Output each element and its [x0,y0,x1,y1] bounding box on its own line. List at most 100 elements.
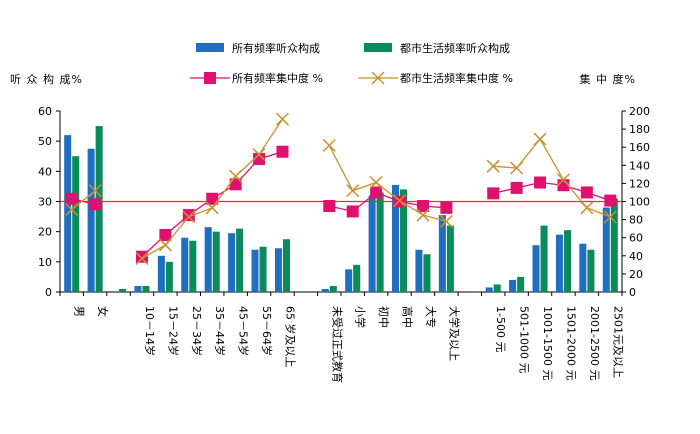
x-tick-label: 初中 [377,306,391,328]
marker-all-stations-concentration [159,228,172,241]
bar-all-stations [392,184,400,292]
bar-urban-life [446,225,454,292]
bar-urban-life [493,284,501,292]
legend-all-stations-swatch [196,43,224,52]
marker-urban-life-concentration [158,238,172,252]
left-tick-label: 60 [38,105,52,118]
bar-urban-life [142,285,150,292]
marker-urban-life-concentration [229,169,243,183]
bar-urban-life [517,276,525,292]
legend-urban-life-concentration-label: 都市生活频率集中度 % [400,71,513,85]
marker-urban-life-concentration [393,194,407,208]
legend-urban-life-label: 都市生活频率听众构成 [400,41,510,55]
bar-all-stations [157,255,165,292]
bar-urban-life [236,228,244,292]
marker-urban-life-concentration [533,132,547,146]
marker-urban-life-concentration [416,208,430,222]
marker-urban-life-concentration [603,210,617,224]
bar-all-stations [181,237,189,292]
bar-urban-life [540,225,548,292]
x-tick-label: 2501元及以上 [611,306,624,378]
marker-all-stations-concentration [323,200,336,213]
marker-all-stations-concentration [440,201,453,214]
left-tick-label: 10 [38,256,52,269]
marker-all-stations-concentration [206,192,219,205]
right-tick-label: 180 [629,123,650,136]
marker-all-stations-concentration [65,192,78,205]
x-tick-label: 1001-1500 元 [541,306,554,380]
bar-all-stations [321,288,329,292]
bar-all-stations [345,269,353,292]
line-urban-life-concentration [493,137,611,218]
right-tick-label: 40 [629,250,643,263]
marker-urban-life-concentration [135,251,149,266]
legend-all-stations-concentration-marker [204,72,216,84]
bar-all-stations [251,249,259,292]
left-axis-title: 听 众 构 成% [10,72,83,86]
marker-all-stations-concentration [580,186,593,199]
bar-all-stations [579,243,587,292]
bar-urban-life [282,239,290,292]
x-tick-label: 501-1000 元 [518,306,531,373]
bar-all-stations [274,248,282,292]
x-tick-label: 1501-2000 元 [564,306,577,380]
x-tick-label: 55－64岁 [260,306,274,356]
marker-all-stations-concentration [182,209,195,222]
x-tick-label: 10－14岁 [143,306,157,356]
marker-urban-life-concentration [580,201,594,215]
right-tick-label: 200 [629,105,650,118]
x-tick-label: 1-500 元 [494,306,507,352]
x-tick-label: 2001-2500 元 [588,306,601,380]
x-tick-label: 大学及以上 [447,306,461,361]
legend-urban-life-swatch [364,43,392,52]
right-axis-title: 集 中 度% [580,72,636,86]
bar-all-stations [228,233,236,292]
bar-urban-life [587,249,595,292]
x-tick-label: 女 [96,306,110,317]
marker-all-stations-concentration [135,250,148,263]
bar-all-stations [415,249,423,292]
bar-all-stations [509,279,517,292]
left-tick-label: 40 [38,165,52,178]
marker-urban-life-concentration [88,184,102,198]
bar-urban-life [353,264,361,292]
bar-all-stations [438,215,446,292]
marker-all-stations-concentration [253,152,266,165]
right-tick-label: 80 [629,214,643,227]
x-tick-label: 大专 [424,306,438,328]
marker-all-stations-concentration [487,187,500,200]
bar-all-stations [204,227,212,292]
bar-urban-life [119,288,127,292]
bar-all-stations [555,234,563,292]
x-tick-label: 小学 [354,306,368,328]
marker-urban-life-concentration [205,201,219,215]
marker-urban-life-concentration [510,161,524,175]
right-tick-label: 160 [629,141,650,154]
marker-urban-life-concentration [65,203,79,217]
bar-urban-life [72,156,80,292]
left-tick-label: 20 [38,226,52,239]
bar-all-stations [602,207,610,292]
marker-urban-life-concentration [486,159,500,173]
bar-urban-life [423,254,431,292]
marker-all-stations-concentration [510,181,523,194]
right-tick-label: 0 [629,286,636,299]
bar-urban-life [165,261,173,292]
bar-urban-life [610,198,618,292]
bar-urban-life [563,230,571,292]
legend-urban-life-concentration-marker [371,71,385,85]
bar-urban-life [212,231,220,292]
marker-all-stations-concentration [604,194,617,207]
x-tick-label: 45－54岁 [237,306,251,356]
x-tick-label: 男 [73,306,86,317]
bar-urban-life [189,240,197,292]
x-tick-label: 15－24岁 [166,306,180,356]
bar-all-stations [87,148,95,292]
marker-all-stations-concentration [370,186,383,199]
left-tick-label: 0 [45,286,52,299]
right-tick-label: 120 [629,177,650,190]
bar-urban-life [259,246,267,292]
marker-all-stations-concentration [534,176,547,189]
left-tick-label: 50 [38,135,52,148]
